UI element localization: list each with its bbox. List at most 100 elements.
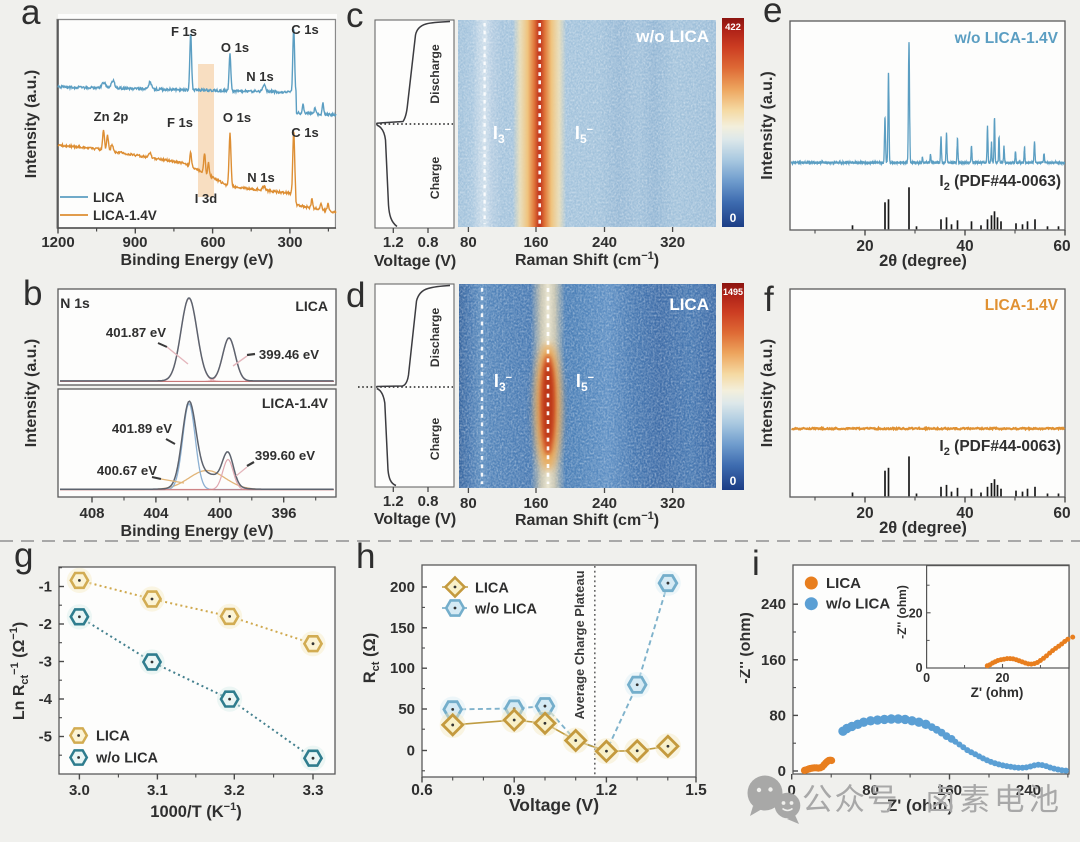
svg-text:422: 422 bbox=[725, 22, 741, 33]
svg-text:-2: -2 bbox=[39, 616, 52, 633]
svg-text:Charge: Charge bbox=[428, 418, 442, 461]
svg-text:Intensity (a.u.): Intensity (a.u.) bbox=[759, 339, 776, 447]
svg-text:0.8: 0.8 bbox=[418, 234, 439, 251]
svg-text:w/o LICA: w/o LICA bbox=[474, 602, 538, 618]
svg-text:3.1: 3.1 bbox=[147, 782, 168, 799]
svg-text:Z' (ohm): Z' (ohm) bbox=[971, 685, 1024, 700]
svg-text:LICA-1.4V: LICA-1.4V bbox=[93, 208, 157, 223]
svg-text:2θ (degree): 2θ (degree) bbox=[879, 519, 967, 537]
svg-text:Intensity (a.u.): Intensity (a.u.) bbox=[23, 70, 40, 178]
svg-text:401.89 eV: 401.89 eV bbox=[112, 421, 172, 436]
svg-text:0: 0 bbox=[407, 743, 415, 760]
svg-text:80: 80 bbox=[460, 495, 477, 512]
svg-text:3.3: 3.3 bbox=[303, 782, 324, 799]
svg-text:399.60 eV: 399.60 eV bbox=[255, 448, 315, 463]
svg-text:Average Charge Plateau: Average Charge Plateau bbox=[572, 570, 587, 719]
svg-text:1200: 1200 bbox=[41, 234, 74, 251]
svg-text:公众号: 公众号 bbox=[802, 783, 900, 817]
svg-text:I 3d: I 3d bbox=[195, 191, 217, 206]
svg-text:0: 0 bbox=[788, 782, 796, 799]
svg-text:Voltage (V): Voltage (V) bbox=[374, 511, 456, 528]
svg-text:Voltage (V): Voltage (V) bbox=[374, 253, 456, 270]
svg-text:0: 0 bbox=[916, 661, 923, 675]
svg-text:80: 80 bbox=[769, 707, 786, 724]
svg-text:w/o LICA-1.4V: w/o LICA-1.4V bbox=[954, 30, 1059, 47]
svg-text:320: 320 bbox=[660, 495, 685, 512]
svg-text:LICA: LICA bbox=[295, 298, 328, 314]
svg-text:0.8: 0.8 bbox=[418, 493, 439, 510]
svg-text:Binding Energy (eV): Binding Energy (eV) bbox=[121, 523, 274, 540]
svg-text:100: 100 bbox=[390, 660, 415, 677]
svg-text:Discharge: Discharge bbox=[428, 308, 442, 368]
svg-text:60: 60 bbox=[1053, 505, 1070, 522]
svg-text:-Z'' (ohm): -Z'' (ohm) bbox=[740, 612, 754, 684]
svg-text:Rct (Ω): Rct (Ω) bbox=[361, 633, 382, 684]
svg-text:-Z'' (ohm): -Z'' (ohm) bbox=[895, 585, 909, 639]
svg-text:O 1s: O 1s bbox=[221, 40, 249, 55]
svg-text:LICA-1.4V: LICA-1.4V bbox=[985, 297, 1059, 314]
svg-text:N 1s: N 1s bbox=[247, 170, 274, 185]
svg-text:20: 20 bbox=[909, 606, 923, 620]
svg-text:I2 (PDF#44-0063): I2 (PDF#44-0063) bbox=[939, 438, 1061, 458]
svg-text:C 1s: C 1s bbox=[291, 125, 318, 140]
svg-text:399.46 eV: 399.46 eV bbox=[259, 347, 319, 362]
svg-text:Raman Shift (cm−1): Raman Shift (cm−1) bbox=[515, 250, 659, 269]
svg-text:w/o LICA: w/o LICA bbox=[95, 751, 159, 767]
svg-text:N 1s: N 1s bbox=[60, 295, 90, 311]
svg-text:40: 40 bbox=[956, 238, 973, 255]
svg-text:LICA: LICA bbox=[96, 729, 130, 745]
svg-text:Z' (ohm): Z' (ohm) bbox=[887, 796, 953, 815]
svg-text:20: 20 bbox=[856, 505, 873, 522]
svg-text:Charge: Charge bbox=[428, 157, 442, 200]
svg-text:900: 900 bbox=[122, 234, 147, 251]
svg-text:0.6: 0.6 bbox=[411, 782, 433, 799]
svg-text:LICA: LICA bbox=[475, 581, 509, 597]
svg-text:0.9: 0.9 bbox=[503, 782, 525, 799]
svg-text:Voltage (V): Voltage (V) bbox=[509, 795, 599, 815]
svg-text:卤素电池: 卤素电池 bbox=[925, 783, 1063, 817]
svg-text:80: 80 bbox=[460, 234, 477, 251]
svg-text:N 1s: N 1s bbox=[246, 69, 273, 84]
svg-text:50: 50 bbox=[398, 701, 415, 718]
svg-text:Intensity (a.u.): Intensity (a.u.) bbox=[759, 71, 776, 179]
svg-text:396: 396 bbox=[271, 505, 296, 522]
svg-text:Binding Energy (eV): Binding Energy (eV) bbox=[121, 252, 274, 269]
svg-text:Ln Rct−1 (Ω−1): Ln Rct−1 (Ω−1) bbox=[8, 622, 31, 720]
svg-text:20: 20 bbox=[996, 671, 1010, 685]
svg-text:600: 600 bbox=[200, 234, 225, 251]
svg-text:401.87 eV: 401.87 eV bbox=[106, 325, 166, 340]
svg-text:1495: 1495 bbox=[723, 287, 743, 297]
svg-text:LICA-1.4V: LICA-1.4V bbox=[262, 395, 329, 411]
svg-text:160: 160 bbox=[523, 234, 548, 251]
svg-text:Zn 2p: Zn 2p bbox=[94, 109, 129, 124]
svg-text:-3: -3 bbox=[39, 654, 52, 671]
svg-text:0: 0 bbox=[730, 211, 737, 225]
svg-text:1.2: 1.2 bbox=[596, 782, 618, 799]
svg-text:400: 400 bbox=[207, 505, 232, 522]
svg-text:C 1s: C 1s bbox=[291, 22, 318, 37]
svg-text:3.0: 3.0 bbox=[69, 782, 90, 799]
svg-text:-1: -1 bbox=[39, 579, 52, 596]
svg-text:300: 300 bbox=[277, 234, 302, 251]
svg-text:F 1s: F 1s bbox=[171, 24, 197, 39]
svg-text:408: 408 bbox=[79, 505, 104, 522]
svg-text:160: 160 bbox=[523, 495, 548, 512]
svg-text:-4: -4 bbox=[39, 691, 53, 708]
svg-text:20: 20 bbox=[856, 238, 873, 255]
svg-text:1.5: 1.5 bbox=[685, 782, 707, 799]
svg-text:Discharge: Discharge bbox=[428, 44, 442, 104]
svg-text:-5: -5 bbox=[39, 729, 52, 746]
svg-text:80: 80 bbox=[862, 782, 879, 799]
svg-text:F 1s: F 1s bbox=[167, 115, 193, 130]
svg-text:1000/T (K−1): 1000/T (K−1) bbox=[150, 801, 241, 821]
svg-text:0: 0 bbox=[923, 671, 930, 685]
svg-text:2θ (degree): 2θ (degree) bbox=[879, 252, 967, 270]
svg-text:160: 160 bbox=[937, 782, 962, 799]
svg-text:240: 240 bbox=[1016, 782, 1041, 799]
svg-text:320: 320 bbox=[660, 234, 685, 251]
svg-text:1.2: 1.2 bbox=[383, 493, 404, 510]
svg-text:LICA: LICA bbox=[93, 190, 125, 205]
svg-text:240: 240 bbox=[592, 234, 617, 251]
svg-text:240: 240 bbox=[592, 495, 617, 512]
svg-text:I2 (PDF#44-0063): I2 (PDF#44-0063) bbox=[939, 173, 1061, 193]
